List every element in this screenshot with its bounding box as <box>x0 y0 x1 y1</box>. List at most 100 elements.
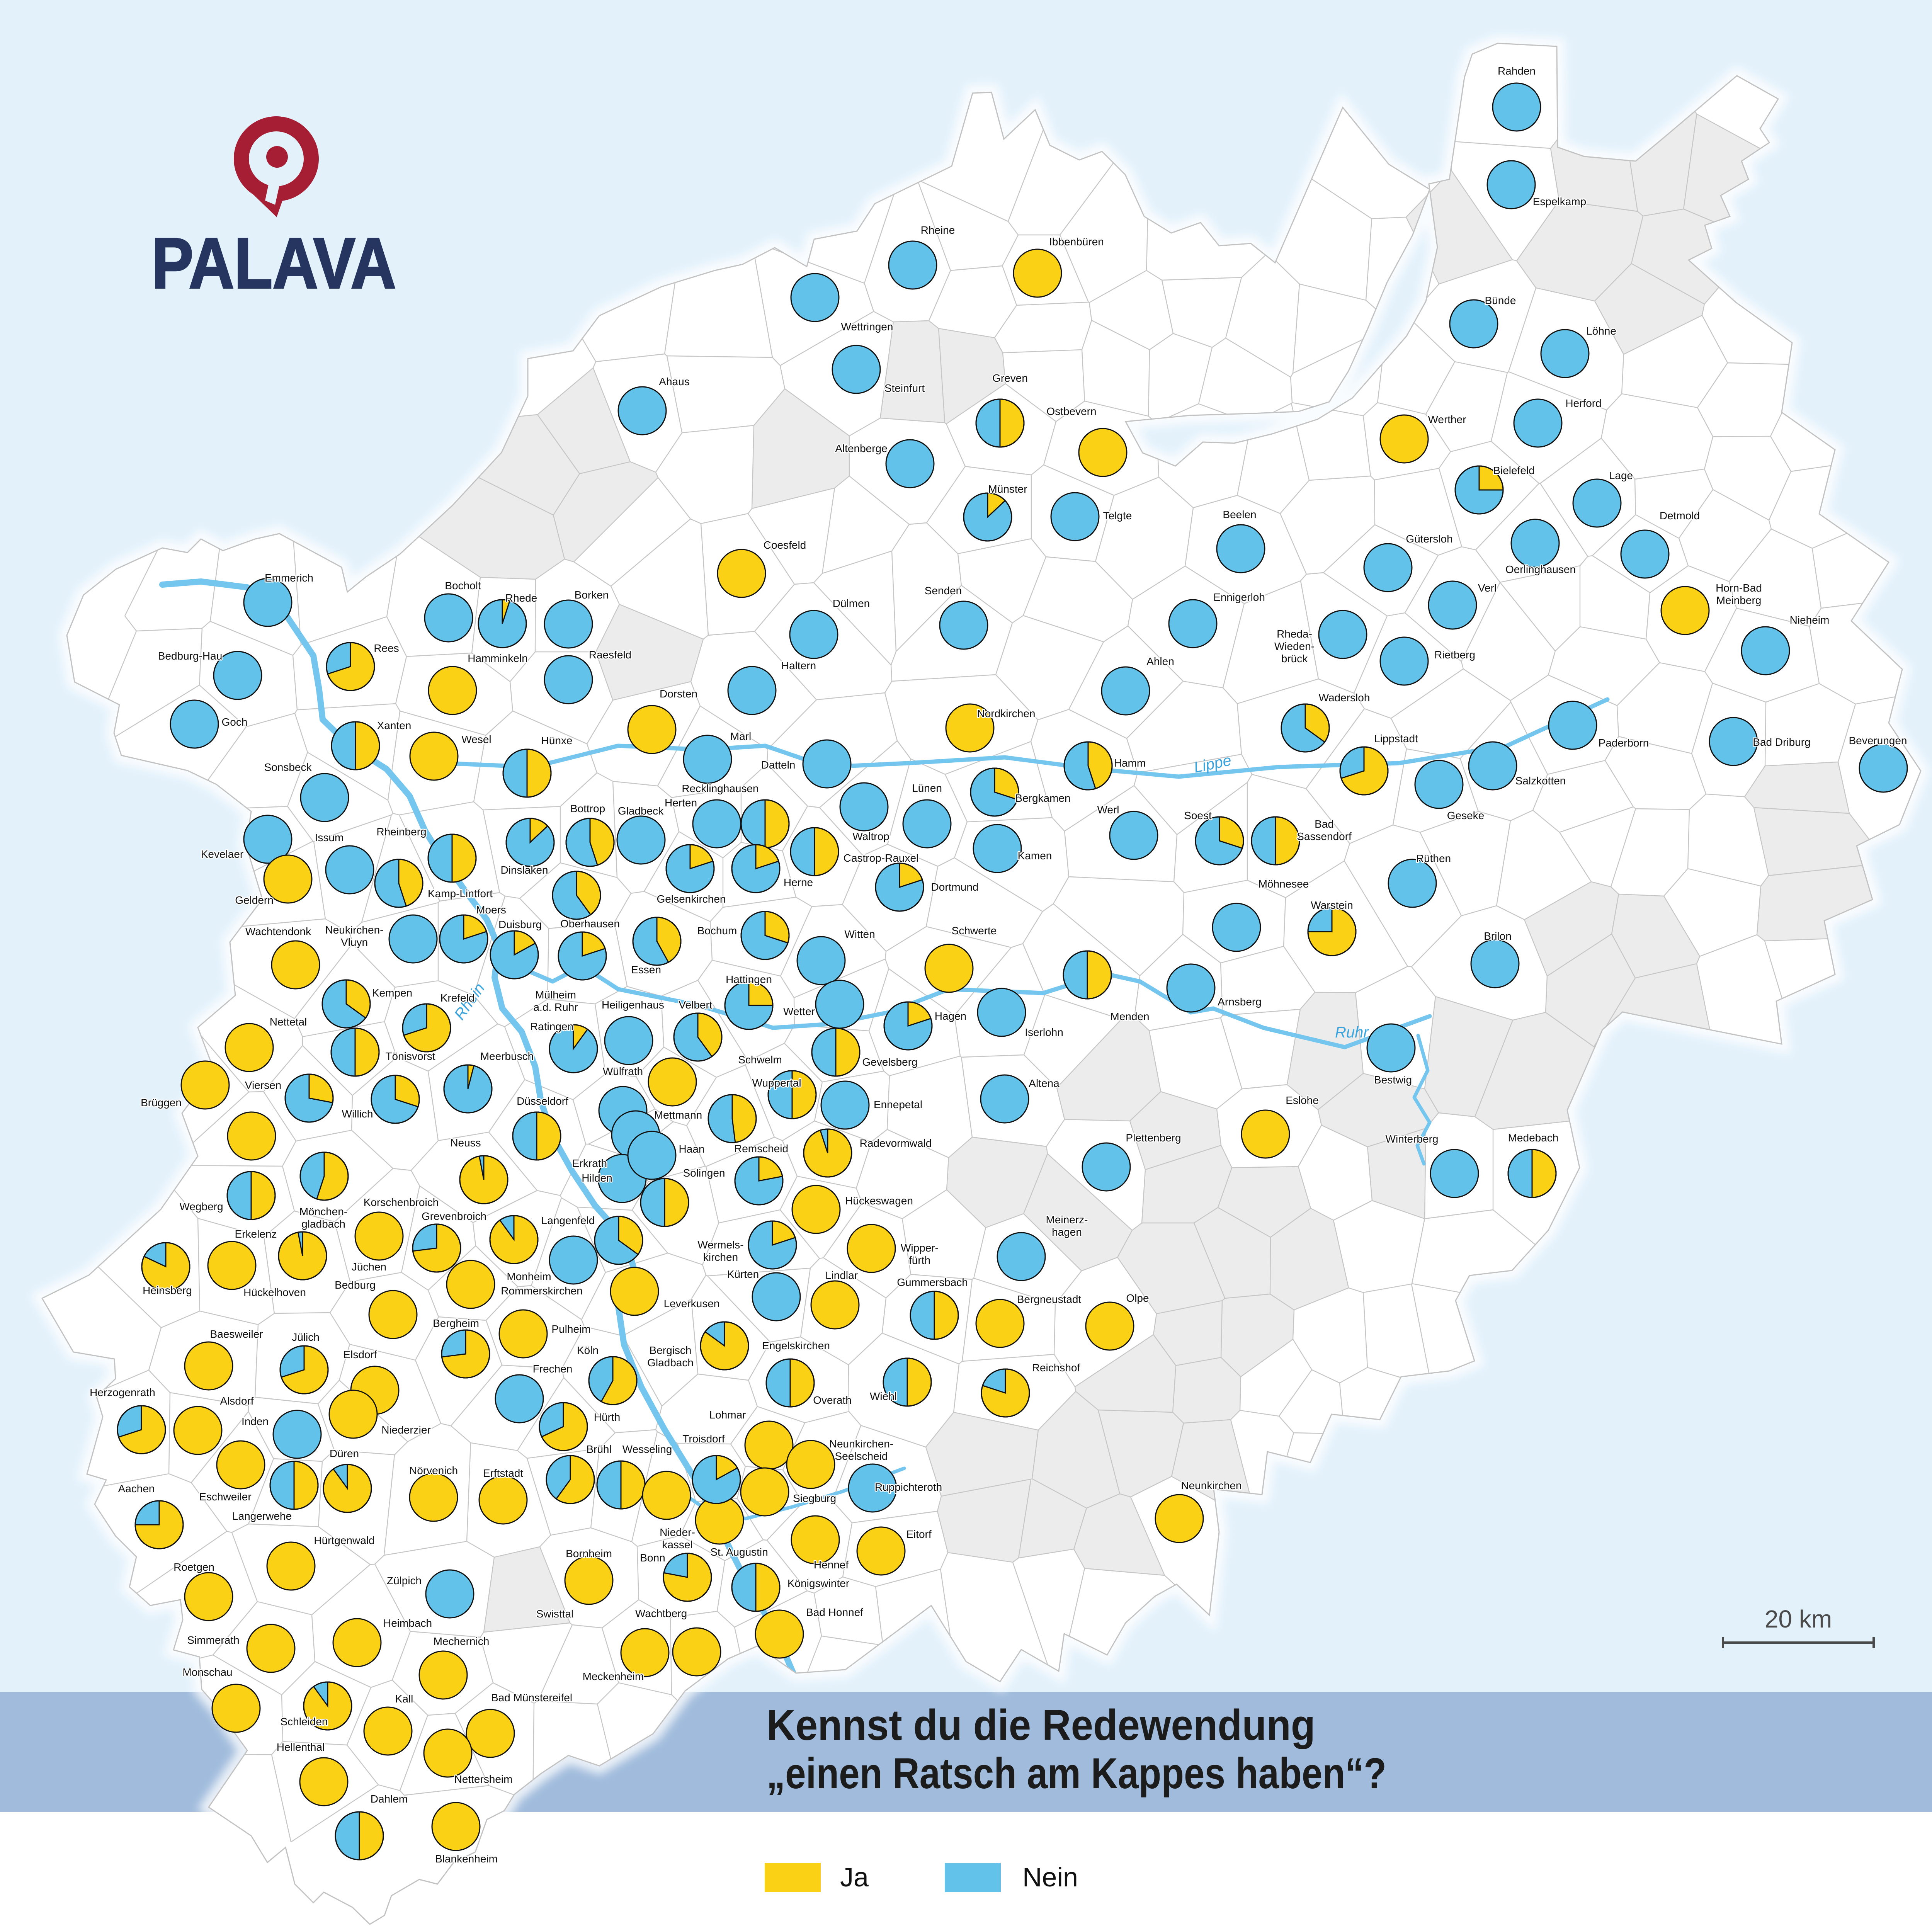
svg-text:Bad Driburg: Bad Driburg <box>1753 736 1810 748</box>
svg-text:Düsseldorf: Düsseldorf <box>517 1095 568 1107</box>
svg-text:Ennepetal: Ennepetal <box>874 1099 922 1111</box>
svg-text:Köln: Köln <box>577 1344 599 1356</box>
svg-text:Düren: Düren <box>330 1447 359 1459</box>
svg-text:Bedburg-Hau: Bedburg-Hau <box>158 650 223 662</box>
svg-text:Bestwig: Bestwig <box>1374 1074 1412 1086</box>
svg-text:Radevormwald: Radevormwald <box>860 1137 932 1149</box>
svg-text:Heinsberg: Heinsberg <box>143 1284 192 1296</box>
svg-text:Hückeswagen: Hückeswagen <box>845 1195 913 1207</box>
svg-text:Salzkotten: Salzkotten <box>1515 775 1566 787</box>
svg-text:Bedburg: Bedburg <box>335 1279 376 1291</box>
svg-text:Recklinghausen: Recklinghausen <box>682 782 759 794</box>
svg-text:Bünde: Bünde <box>1485 294 1516 306</box>
svg-text:Hamminkeln: Hamminkeln <box>468 652 528 664</box>
svg-text:Issum: Issum <box>315 832 344 844</box>
svg-text:Paderborn: Paderborn <box>1599 737 1649 749</box>
svg-text:Nettetal: Nettetal <box>270 1016 307 1028</box>
svg-text:Rees: Rees <box>374 642 399 654</box>
svg-text:Baesweiler: Baesweiler <box>210 1328 263 1340</box>
svg-text:Jülich: Jülich <box>292 1331 320 1343</box>
svg-text:Krefeld: Krefeld <box>440 992 475 1004</box>
svg-text:Hennef: Hennef <box>814 1559 849 1571</box>
svg-text:Langenfeld: Langenfeld <box>541 1214 595 1226</box>
svg-text:Mettmann: Mettmann <box>654 1109 702 1121</box>
svg-text:Iserlohn: Iserlohn <box>1025 1026 1063 1038</box>
svg-text:Moers: Moers <box>476 904 506 916</box>
svg-text:Wegberg: Wegberg <box>179 1201 223 1213</box>
svg-text:Witten: Witten <box>844 928 875 940</box>
svg-text:PALAVA: PALAVA <box>151 224 396 303</box>
svg-text:Borken: Borken <box>575 589 609 601</box>
svg-text:Wachtendonk: Wachtendonk <box>245 925 311 937</box>
svg-text:Dorsten: Dorsten <box>660 688 697 700</box>
svg-text:Eschweiler: Eschweiler <box>199 1491 251 1503</box>
svg-text:Soest: Soest <box>1184 810 1212 821</box>
svg-text:Dahlem: Dahlem <box>371 1793 408 1805</box>
svg-text:Werther: Werther <box>1428 413 1466 425</box>
svg-text:Bergkamen: Bergkamen <box>1015 792 1070 804</box>
svg-text:Bergneustadt: Bergneustadt <box>1017 1293 1082 1305</box>
svg-text:Brühl: Brühl <box>586 1443 611 1455</box>
svg-text:Bielefeld: Bielefeld <box>1493 464 1534 476</box>
svg-text:Inden: Inden <box>242 1415 269 1427</box>
svg-text:Lippstadt: Lippstadt <box>1374 733 1418 745</box>
svg-text:Wülfrath: Wülfrath <box>603 1065 643 1077</box>
svg-text:Kürten: Kürten <box>727 1268 759 1280</box>
svg-text:Datteln: Datteln <box>761 759 796 771</box>
svg-text:Eslohe: Eslohe <box>1286 1094 1319 1106</box>
svg-text:Hückelhoven: Hückelhoven <box>243 1286 306 1298</box>
svg-text:Elsdorf: Elsdorf <box>343 1349 377 1361</box>
svg-text:Münster: Münster <box>988 483 1027 495</box>
svg-text:Nieder-kassel: Nieder-kassel <box>660 1526 695 1551</box>
svg-text:Kennst du die Redewendung: Kennst du die Redewendung <box>767 1701 1315 1749</box>
svg-text:Gummersbach: Gummersbach <box>897 1276 968 1288</box>
svg-text:Zülpich: Zülpich <box>387 1575 422 1587</box>
svg-text:Beverungen: Beverungen <box>1849 735 1907 747</box>
svg-text:Oberhausen: Oberhausen <box>560 918 620 930</box>
svg-text:Troisdorf: Troisdorf <box>682 1433 725 1445</box>
svg-text:Menden: Menden <box>1110 1010 1149 1022</box>
svg-text:Heiligenhaus: Heiligenhaus <box>602 999 664 1011</box>
svg-text:„einen Ratsch am Kappes haben“: „einen Ratsch am Kappes haben“? <box>767 1749 1386 1798</box>
svg-text:Ruppichteroth: Ruppichteroth <box>875 1481 942 1493</box>
svg-text:Gevelsberg: Gevelsberg <box>862 1056 917 1068</box>
svg-text:Monheim: Monheim <box>507 1270 551 1282</box>
svg-text:Bergheim: Bergheim <box>433 1317 479 1329</box>
svg-text:Hürth: Hürth <box>594 1411 620 1423</box>
svg-text:Wuppertal: Wuppertal <box>752 1077 801 1089</box>
svg-text:Rietberg: Rietberg <box>1434 649 1475 661</box>
svg-text:Schwelm: Schwelm <box>738 1054 782 1066</box>
svg-text:Eitorf: Eitorf <box>906 1528 932 1540</box>
svg-text:Hünxe: Hünxe <box>541 735 573 747</box>
svg-text:Viersen: Viersen <box>245 1079 281 1091</box>
svg-text:Erkelenz: Erkelenz <box>235 1228 277 1240</box>
svg-text:Overath: Overath <box>813 1394 852 1406</box>
svg-text:Wermels-kirchen: Wermels-kirchen <box>697 1239 743 1263</box>
svg-text:Grevenbroich: Grevenbroich <box>422 1210 486 1222</box>
svg-text:Siegburg: Siegburg <box>793 1492 836 1504</box>
svg-text:Goch: Goch <box>222 716 248 728</box>
svg-text:Möhnesee: Möhnesee <box>1259 878 1309 890</box>
svg-text:Ahlen: Ahlen <box>1146 655 1174 667</box>
svg-text:Neunkirchen: Neunkirchen <box>1181 1480 1242 1492</box>
svg-text:Hürtgenwald: Hürtgenwald <box>314 1534 374 1546</box>
svg-text:Löhne: Löhne <box>1586 325 1616 337</box>
svg-text:Arnsberg: Arnsberg <box>1218 996 1262 1008</box>
svg-text:Heimbach: Heimbach <box>383 1617 432 1629</box>
svg-text:Korschenbroich: Korschenbroich <box>364 1196 439 1208</box>
svg-text:Herford: Herford <box>1565 397 1601 409</box>
svg-text:Meckenheim: Meckenheim <box>583 1670 644 1682</box>
svg-text:Geseke: Geseke <box>1447 810 1485 821</box>
svg-text:Hilden: Hilden <box>582 1172 612 1184</box>
svg-text:Gütersloh: Gütersloh <box>1406 533 1452 545</box>
svg-text:Mönchen-gladbach: Mönchen-gladbach <box>299 1206 348 1230</box>
svg-text:Ahaus: Ahaus <box>659 376 689 388</box>
svg-text:Altena: Altena <box>1029 1077 1060 1089</box>
svg-text:Sonsbeck: Sonsbeck <box>264 761 312 773</box>
svg-text:Ja: Ja <box>840 1862 869 1892</box>
svg-text:Verl: Verl <box>1478 582 1497 594</box>
svg-text:Espelkamp: Espelkamp <box>1533 196 1587 207</box>
svg-text:Raesfeld: Raesfeld <box>589 649 632 661</box>
